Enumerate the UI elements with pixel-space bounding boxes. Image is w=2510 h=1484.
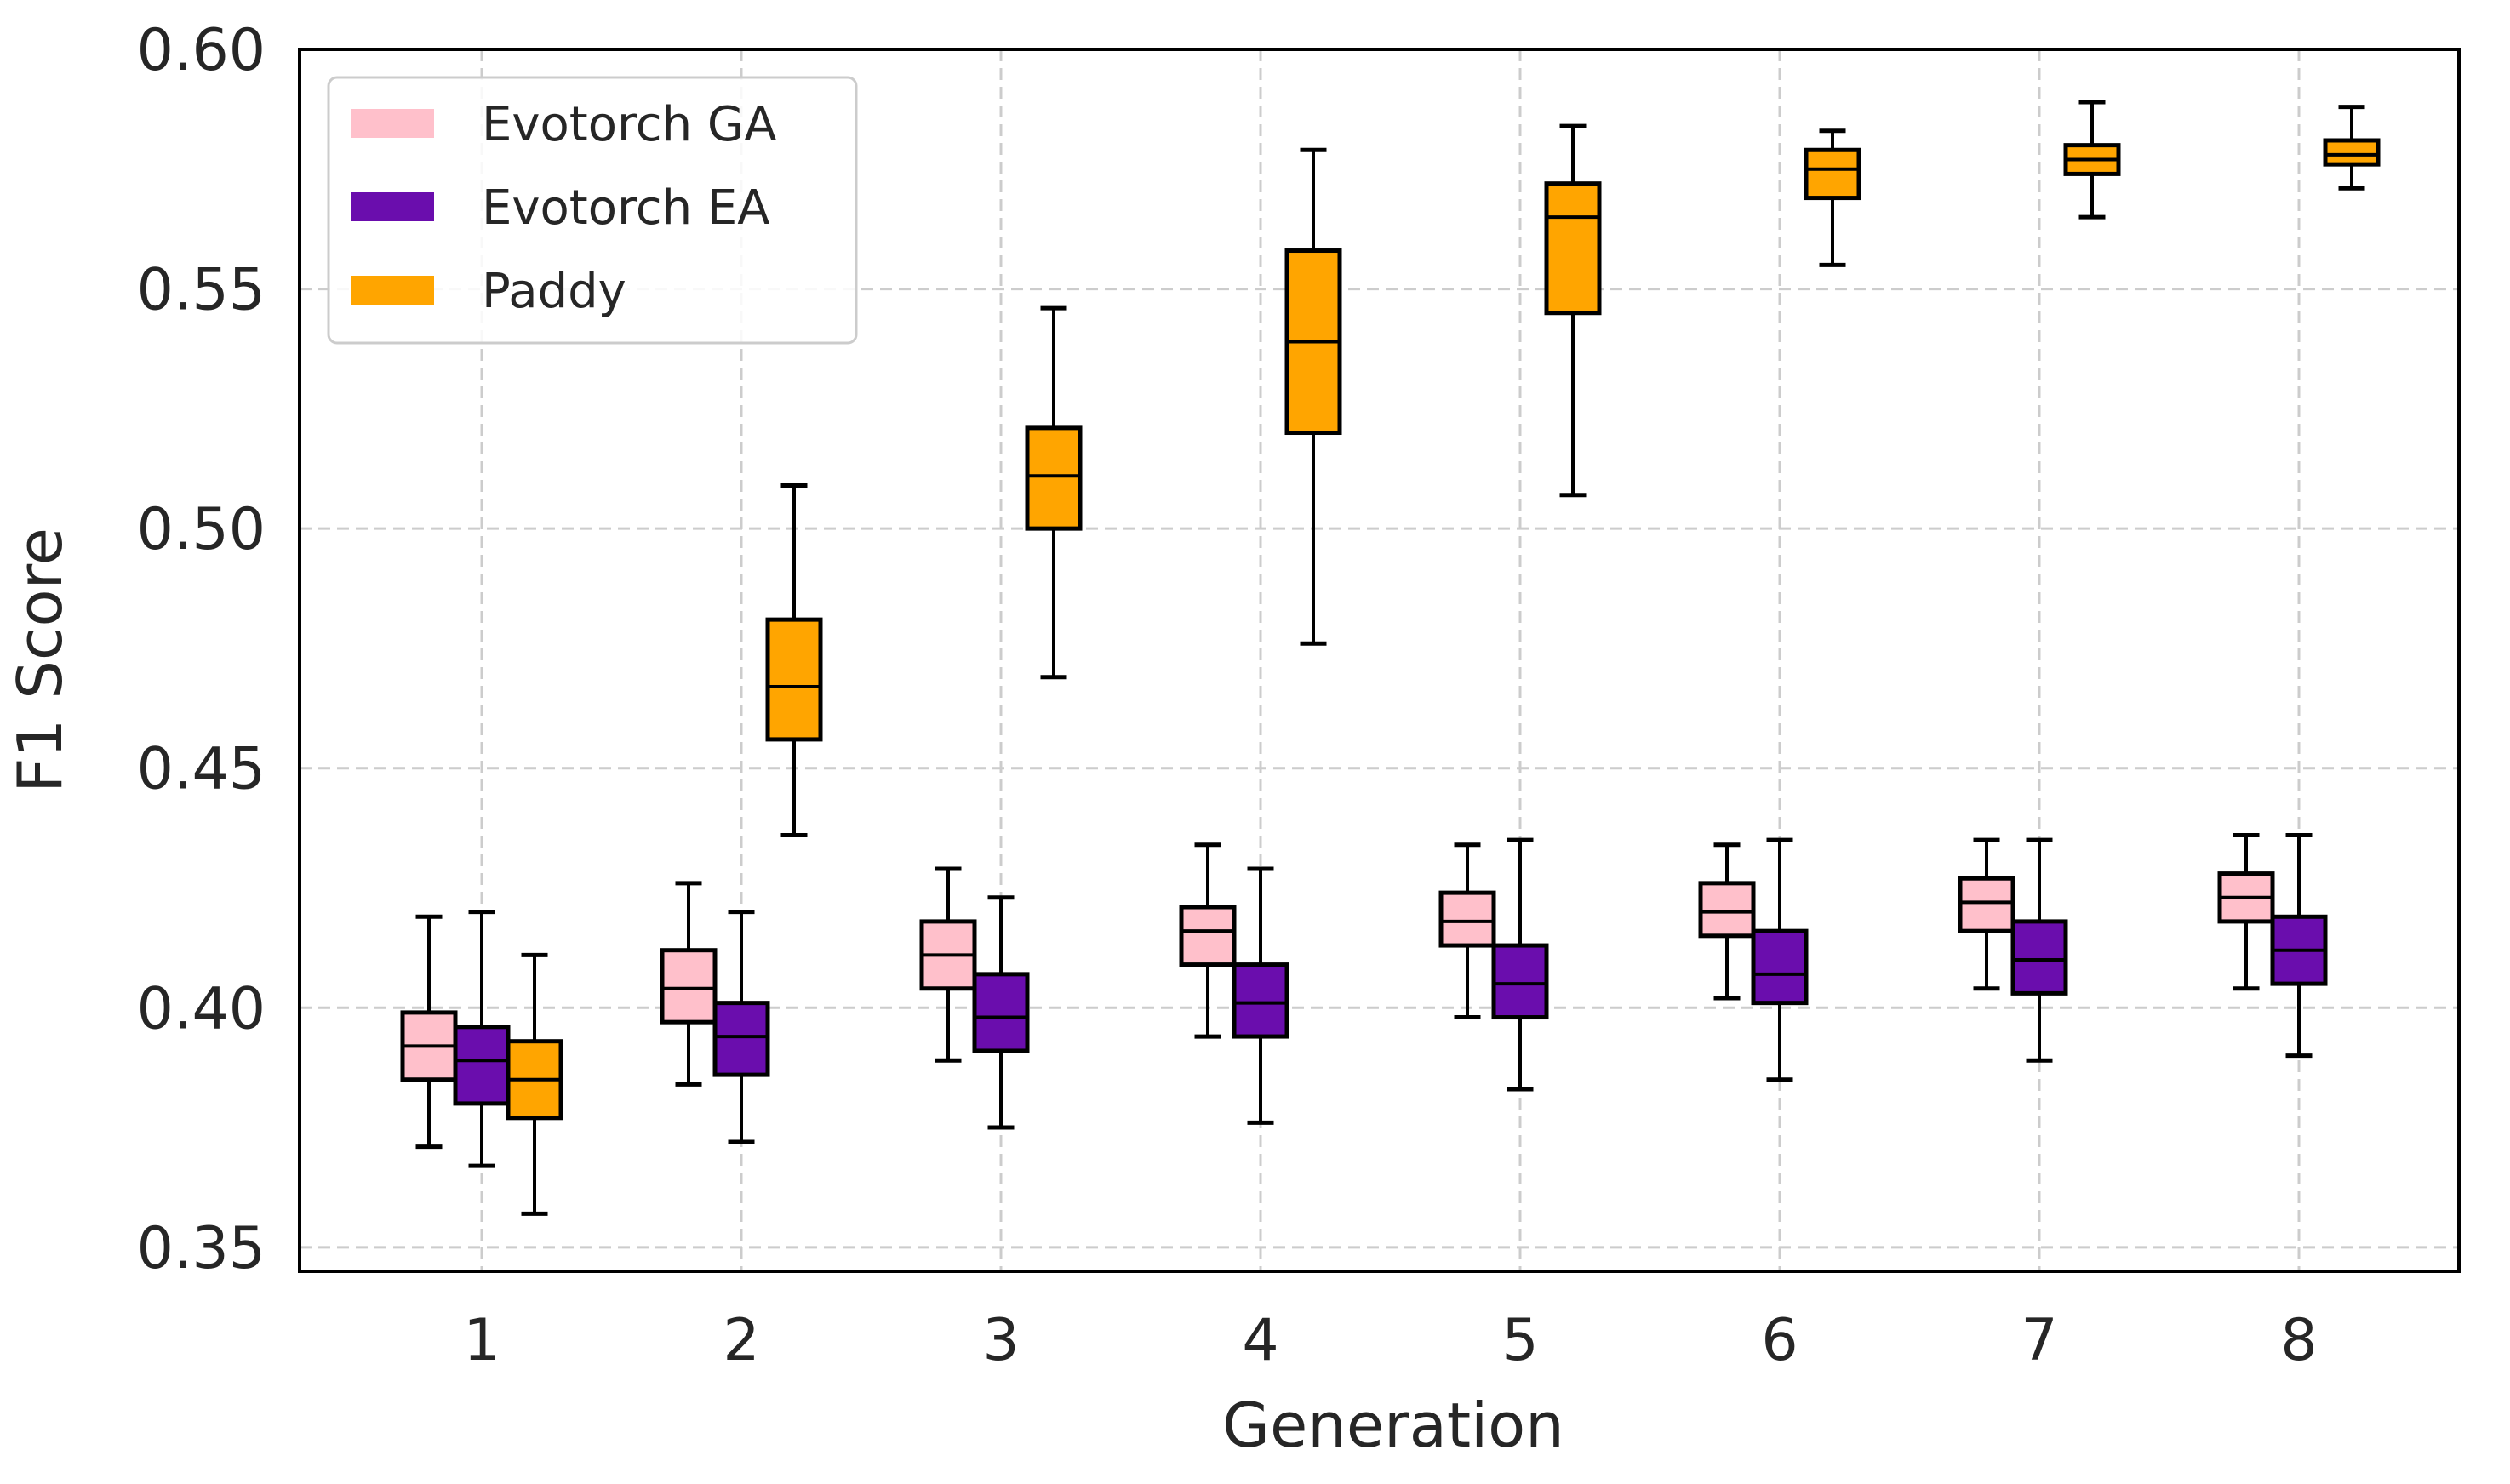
- x-tick-label: 8: [2280, 1307, 2317, 1374]
- x-tick-label: 3: [982, 1307, 1019, 1374]
- box-iqr: [453, 1025, 511, 1106]
- y-tick-label: 0.55: [137, 257, 266, 324]
- box-iqr: [2010, 919, 2068, 996]
- box-iqr: [1698, 881, 1756, 939]
- legend-label: Evotorch GA: [482, 97, 777, 152]
- box-iqr: [1491, 943, 1549, 1020]
- x-tick-label: 7: [2021, 1307, 2057, 1374]
- x-tick-label: 1: [463, 1307, 500, 1374]
- y-tick-label: 0.50: [137, 496, 266, 563]
- y-axis-title: F1 Score: [4, 528, 76, 793]
- plot-area: [400, 100, 2381, 1216]
- x-tick-label: 2: [723, 1307, 759, 1374]
- box-iqr: [1179, 905, 1237, 967]
- box-iqr: [1751, 928, 1809, 1006]
- series-group: [506, 100, 2381, 1216]
- y-tick-label: 0.35: [137, 1215, 266, 1282]
- legend: Evotorch GA Evotorch EA Paddy: [327, 76, 858, 345]
- x-axis-title: Generation: [1222, 1390, 1564, 1461]
- box-iqr: [972, 972, 1030, 1053]
- box-iqr: [1804, 147, 1861, 201]
- series-group: [453, 833, 2328, 1168]
- x-tick-label: 6: [1761, 1307, 1798, 1374]
- y-tick-label: 0.60: [137, 17, 266, 84]
- box-iqr: [660, 948, 718, 1025]
- legend-swatch: [351, 276, 434, 305]
- box-iqr: [1232, 962, 1289, 1039]
- x-axis-ticks: 1 2 3 4 5 6 7 8: [463, 1307, 2317, 1374]
- x-tick-label: 4: [1242, 1307, 1278, 1374]
- series-group: [400, 833, 2275, 1150]
- box-iqr: [2323, 138, 2381, 167]
- box-iqr: [712, 1001, 770, 1077]
- legend-swatch: [351, 192, 434, 221]
- y-tick-label: 0.45: [137, 736, 266, 803]
- legend-frame: [327, 76, 858, 345]
- legend-label: Paddy: [482, 264, 626, 319]
- y-tick-label: 0.40: [137, 975, 266, 1042]
- x-tick-label: 5: [1501, 1307, 1538, 1374]
- legend-label: Evotorch EA: [482, 180, 770, 236]
- y-axis-ticks: 0.35 0.40 0.45 0.50 0.55 0.60: [137, 17, 266, 1282]
- box-iqr: [1544, 181, 1602, 316]
- box-iqr: [1025, 425, 1083, 531]
- plot-frame: [298, 48, 2461, 1273]
- box-iqr: [765, 617, 823, 742]
- box-iqr: [1958, 876, 2015, 933]
- box-iqr: [1438, 890, 1496, 948]
- legend-swatch: [351, 109, 434, 138]
